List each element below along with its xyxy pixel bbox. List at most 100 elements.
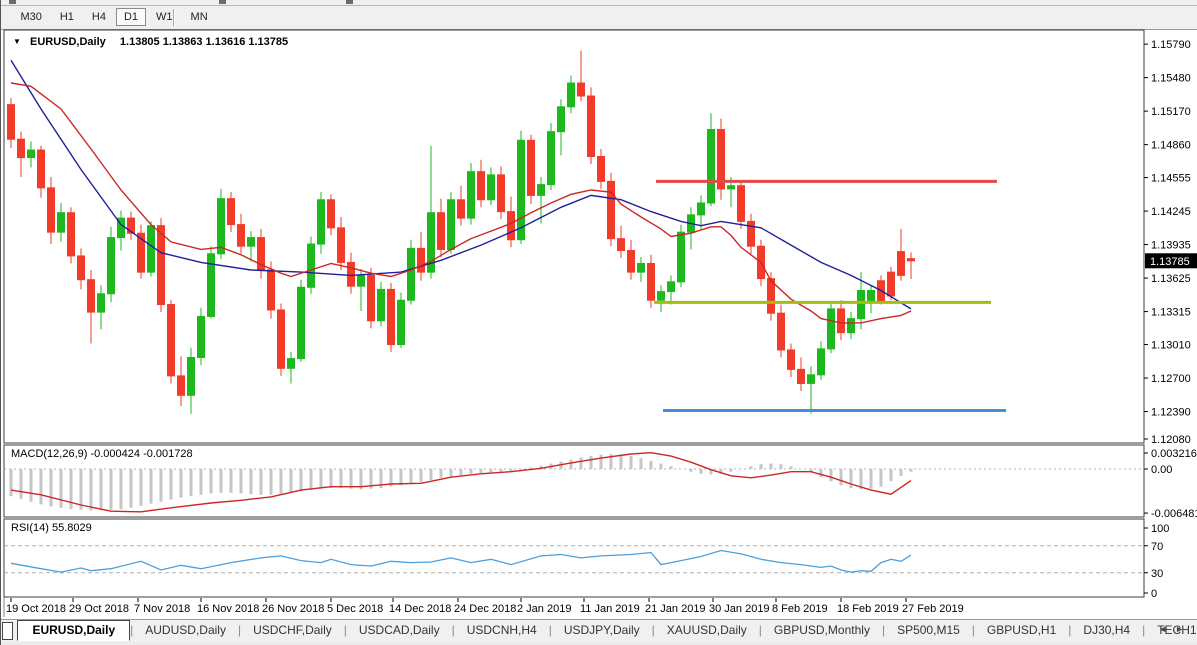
tab-separator: |: [651, 623, 655, 637]
chart-title: ▼ EURUSD,Daily 1.13805 1.13863 1.13616 1…: [13, 36, 288, 48]
candle-body: [737, 185, 745, 222]
candle-body: [307, 243, 315, 288]
candle-body: [437, 212, 445, 250]
candle-body: [27, 149, 35, 159]
timeframe-button-h4[interactable]: H4: [91, 11, 106, 23]
tab-usdchf-daily[interactable]: USDCHF,Daily: [253, 623, 332, 637]
rsi-plot-area: [5, 545, 1143, 574]
tab-strip-stub[interactable]: [2, 622, 13, 640]
tab-xauusd-daily[interactable]: XAUUSD,Daily: [666, 623, 747, 637]
ma-slow-line: [10, 59, 912, 310]
chart-canvas[interactable]: 1.15790 1.15480 1.15170 1.14860 1.14555 1.142…: [1, 0, 1197, 619]
price-axis-label: 1.13315: [1151, 307, 1191, 319]
date-axis-label: 30 Jan 2019: [709, 603, 770, 615]
tab-eurusd-daily[interactable]: EURUSD,Daily: [17, 620, 131, 641]
candle-body: [417, 247, 425, 273]
timeframe-button-mn[interactable]: MN: [190, 11, 208, 23]
candle-body: [567, 82, 575, 108]
candle-body: [477, 171, 485, 201]
price-axis-label: 1.13935: [1151, 240, 1191, 252]
candle-body: [727, 185, 735, 190]
tab-separator: |: [237, 623, 242, 637]
candle-body: [837, 308, 845, 334]
tab-dj30-h4[interactable]: DJ30,H4: [1083, 623, 1131, 637]
price-axis-label: 1.13625: [1151, 273, 1191, 285]
candle-body: [37, 149, 45, 189]
date-axis-label: 18 Feb 2019: [837, 603, 899, 615]
tab-sp500-m15[interactable]: SP500,M15: [897, 623, 960, 637]
candle-body: [807, 374, 815, 384]
price-axis-label: 1.15790: [1151, 39, 1191, 51]
candle-body: [557, 106, 565, 133]
candle-body: [907, 258, 915, 262]
candle-body: [577, 82, 585, 97]
candle-body: [57, 212, 65, 233]
price-axis-label: 1.12390: [1151, 407, 1191, 419]
candle-body: [147, 225, 155, 273]
date-axis-label: 19 Oct 2018: [6, 603, 66, 615]
toolbar-icon-remnant: [219, 0, 226, 4]
macd-indicator-label: MACD(12,26,9) -0.000424 -0.001728: [11, 448, 193, 460]
rsi-axis: 100 70 30 0: [1144, 523, 1169, 600]
candle-body: [447, 199, 455, 250]
candle-body: [107, 237, 115, 295]
candle-body: [167, 304, 175, 377]
candle-body: [427, 212, 435, 273]
tab-gbpusd-monthly[interactable]: GBPUSD,Monthly: [773, 623, 870, 637]
candle-body: [17, 138, 25, 159]
candle-body: [297, 286, 305, 360]
tab-scroll-right-icon[interactable]: ►: [1175, 624, 1192, 634]
current-price-badge: [1145, 253, 1197, 269]
price-axis-label: 1.12700: [1151, 373, 1191, 385]
tab-usdjpy-daily[interactable]: USDJPY,Daily: [563, 623, 640, 637]
tab-tech100-h1[interactable]: TECH100,H1: [1157, 623, 1197, 637]
date-axis-label: 14 Dec 2018: [389, 603, 451, 615]
candle-body: [87, 279, 95, 313]
tab-usdcnh-h4[interactable]: USDCNH,H4: [466, 623, 537, 637]
candle-body: [847, 318, 855, 334]
date-axis[interactable]: 19 Oct 2018 29 Oct 2018 7 Nov 2018 16 Nov 2…: [6, 598, 964, 615]
macd-axis-label: 0.003216: [1151, 448, 1197, 460]
price-axis-label: 1.14555: [1151, 173, 1191, 185]
candle-body: [67, 212, 75, 257]
price-plot-area: [7, 50, 1006, 414]
candle-body: [867, 290, 875, 303]
timeframe-button-w1[interactable]: W1: [156, 11, 173, 23]
candle-body: [647, 262, 655, 301]
tab-separator: |: [1068, 623, 1072, 637]
tab-separator: |: [758, 623, 762, 637]
date-axis-label: 8 Feb 2019: [772, 603, 828, 615]
macd-axis: 0.003216 0.00 -0.006481: [1144, 448, 1197, 520]
date-axis-label: 29 Oct 2018: [69, 603, 129, 615]
candle-body: [777, 312, 785, 351]
tab-gbpusd-h1[interactable]: GBPUSD,H1: [986, 623, 1057, 637]
tab-separator: |: [451, 623, 455, 637]
ma-fast-line: [10, 82, 912, 324]
tab-usdcad-daily[interactable]: USDCAD,Daily: [358, 623, 440, 637]
tab-audusd-daily[interactable]: AUDUSD,Daily: [145, 623, 226, 637]
price-axis[interactable]: 1.15790 1.15480 1.15170 1.14860 1.14555 1.142…: [1144, 39, 1197, 446]
tab-separator: |: [130, 623, 134, 637]
candle-body: [597, 156, 605, 182]
status-strip: [1, 642, 1197, 645]
timeframe-button-m30[interactable]: M30: [20, 11, 42, 23]
candle-body: [817, 348, 825, 376]
rsi-axis-label: 100: [1151, 523, 1169, 535]
symbol-dropdown-icon[interactable]: ▼: [13, 37, 21, 46]
candle-body: [887, 271, 895, 297]
candle-body: [397, 299, 405, 346]
candle-body: [787, 349, 795, 370]
candle-body: [337, 227, 345, 263]
candle-body: [767, 278, 775, 314]
tab-scroll-left-icon[interactable]: ◄: [1158, 624, 1176, 634]
candle-body: [197, 315, 205, 359]
candle-body: [97, 293, 105, 313]
candle-body: [827, 308, 835, 350]
timeframe-button-d1[interactable]: D1: [115, 8, 147, 26]
candle-body: [617, 238, 625, 252]
candle-body: [527, 139, 535, 196]
timeframe-toolbar: M30 H1 H4 D1 W1 MN: [1, 6, 1197, 30]
date-axis-label: 11 Jan 2019: [580, 603, 640, 615]
timeframe-button-h1[interactable]: H1: [59, 11, 74, 23]
rsi-axis-label: 70: [1151, 541, 1163, 553]
